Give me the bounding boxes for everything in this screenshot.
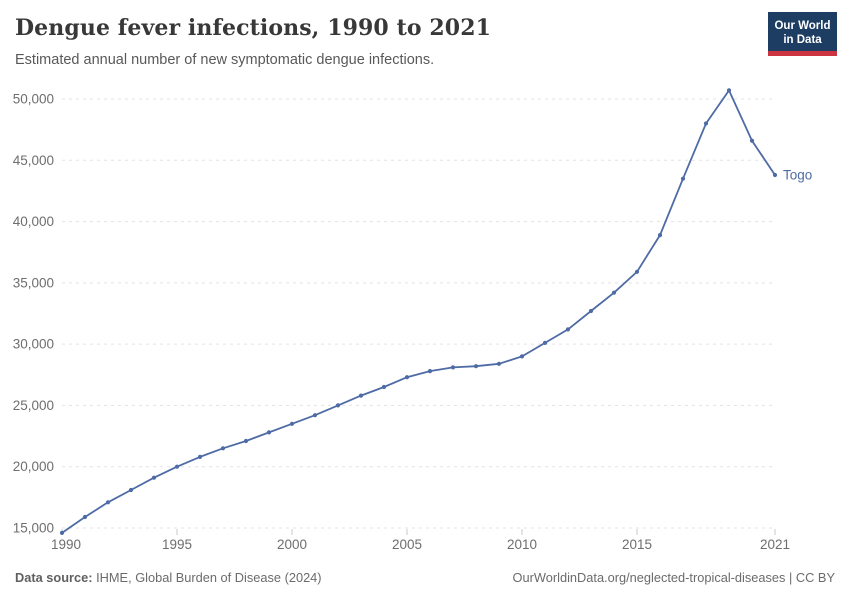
y-axis-tick-label: 20,000 xyxy=(13,459,54,474)
x-axis-tick-label: 2015 xyxy=(622,537,652,552)
data-point[interactable] xyxy=(335,403,341,408)
y-axis-tick-label: 30,000 xyxy=(13,337,54,352)
data-source-label: Data source: xyxy=(15,570,93,585)
data-point[interactable] xyxy=(611,290,617,295)
data-point[interactable] xyxy=(772,172,778,178)
data-point[interactable] xyxy=(542,340,548,345)
data-point[interactable] xyxy=(312,413,318,418)
data-point[interactable] xyxy=(496,361,502,366)
data-point[interactable] xyxy=(473,364,479,369)
data-point[interactable] xyxy=(220,446,226,451)
line-chart: 15,000 20,000 25,000 30,000 35,000 40,000 45,0… xyxy=(0,85,850,555)
data-point[interactable] xyxy=(565,327,571,332)
data-point[interactable] xyxy=(519,354,525,359)
footer-link[interactable]: OurWorldinData.org/neglected-tropical-di… xyxy=(512,570,835,585)
data-point[interactable] xyxy=(128,487,134,493)
data-point[interactable] xyxy=(680,176,686,181)
owid-logo-line2: in Data xyxy=(783,34,822,47)
owid-logo[interactable]: Our World in Data xyxy=(768,12,837,57)
data-source: Data source: IHME, Global Burden of Dise… xyxy=(15,570,322,585)
chart-footer: Data source: IHME, Global Burden of Dise… xyxy=(15,570,835,585)
data-point[interactable] xyxy=(657,233,663,238)
chart-header: Dengue fever infections, 1990 to 2021 Es… xyxy=(15,12,837,68)
data-point[interactable] xyxy=(289,421,295,426)
y-axis-tick-label: 15,000 xyxy=(13,521,54,536)
data-point[interactable] xyxy=(151,475,157,480)
data-point[interactable] xyxy=(588,308,594,314)
x-axis-tick-label: 1990 xyxy=(51,537,81,552)
y-axis-tick-label: 35,000 xyxy=(13,275,54,290)
data-point[interactable] xyxy=(358,393,364,398)
x-axis-tick-label: 2005 xyxy=(392,537,422,552)
data-point[interactable] xyxy=(59,530,65,535)
data-point[interactable] xyxy=(703,121,709,126)
y-axis-tick-label: 50,000 xyxy=(13,92,54,107)
page-title: Dengue fever infections, 1990 to 2021 xyxy=(15,15,492,41)
data-point[interactable] xyxy=(749,138,755,143)
series-line xyxy=(61,89,776,534)
y-axis-tick-label: 25,000 xyxy=(13,398,54,413)
x-axis-tick-label: 2000 xyxy=(277,537,307,552)
data-source-text: IHME, Global Burden of Disease (2024) xyxy=(92,570,322,585)
y-axis-tick-label: 40,000 xyxy=(13,214,54,229)
data-point[interactable] xyxy=(450,365,456,370)
data-point[interactable] xyxy=(174,464,180,469)
data-point[interactable] xyxy=(726,88,732,93)
data-point[interactable] xyxy=(105,500,111,505)
x-axis-tick-label: 1995 xyxy=(162,537,192,552)
owid-logo-line1: Our World xyxy=(774,20,831,32)
data-point[interactable] xyxy=(634,269,640,274)
y-axis-tick-label: 45,000 xyxy=(13,153,54,168)
data-point[interactable] xyxy=(381,384,387,390)
data-point[interactable] xyxy=(427,369,433,374)
data-point[interactable] xyxy=(82,514,88,520)
x-axis-tick-label: 2010 xyxy=(507,537,537,552)
data-point[interactable] xyxy=(243,438,249,444)
data-point[interactable] xyxy=(266,430,272,435)
chart-subtitle: Estimated annual number of new symptomat… xyxy=(15,52,435,68)
data-point[interactable] xyxy=(404,375,410,380)
chart-svg: 15,000 20,000 25,000 30,000 35,000 40,000 45,0… xyxy=(13,88,812,552)
series-end-label[interactable]: Togo xyxy=(783,168,812,183)
data-point[interactable] xyxy=(197,454,203,459)
x-axis-tick-label: 2021 xyxy=(760,537,790,552)
